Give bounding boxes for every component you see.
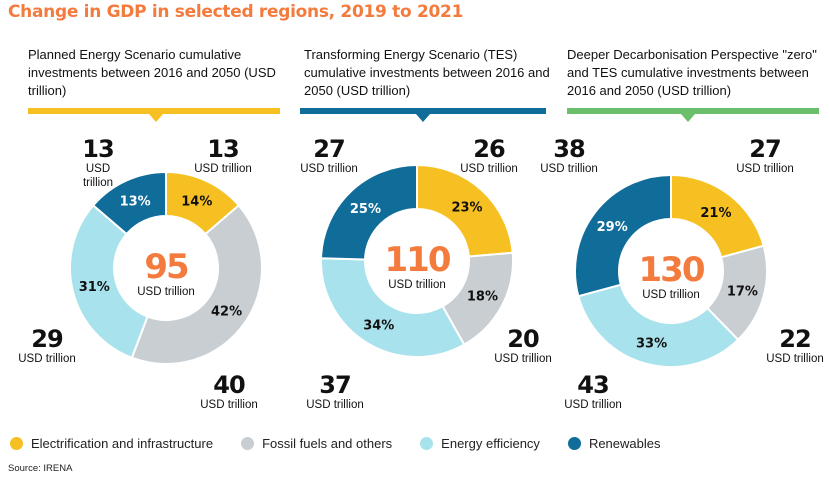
callout-value: 27 — [749, 135, 781, 163]
callout-value: 20 — [507, 325, 539, 353]
callout-unit: USD trillion — [494, 353, 552, 365]
legend-item-fossil: Fossil fuels and others — [241, 436, 392, 451]
callout-unit: USD trillion — [300, 163, 358, 175]
legend: Electrification and infrastructure Fossi… — [10, 436, 688, 451]
callout-unit: USD trillion — [18, 353, 76, 365]
callout-efficiency-2: 37 USD trillion — [304, 372, 366, 412]
callout-value: 40 — [213, 371, 245, 399]
callout-unit: USD trillion — [306, 399, 364, 411]
callout-value: 26 — [473, 135, 505, 163]
callout-electrification-1: 13 USD trillion — [192, 136, 254, 176]
donut-2-total: 110 — [385, 240, 451, 280]
callout-unit: USD trillion — [564, 399, 622, 411]
callout-value: 38 — [553, 135, 585, 163]
callout-unit: USD trillion — [460, 163, 518, 175]
callout-value: 13 — [82, 135, 114, 163]
legend-label: Fossil fuels and others — [262, 436, 393, 451]
donut-1-percent-renewables: 13% — [120, 195, 151, 210]
callout-electrification-3: 27 USD trillion — [734, 136, 796, 176]
donut-3-segment-renewables — [574, 173, 672, 298]
donut-1-segment-efficiency — [69, 203, 149, 360]
legend-item-efficiency: Energy efficiency — [420, 436, 540, 451]
donut-2-percent-electrification: 23% — [451, 200, 482, 215]
callout-value: 37 — [319, 371, 351, 399]
donut-1-percent-efficiency: 31% — [79, 280, 110, 295]
legend-swatch — [241, 437, 255, 450]
callout-unit: USD trillion — [82, 163, 114, 189]
legend-item-electrification: Electrification and infrastructure — [10, 436, 213, 451]
callout-unit: USD trillion — [194, 163, 252, 175]
donut-1-segment-fossil — [130, 203, 263, 365]
legend-swatch — [567, 437, 581, 450]
donut-1-percent-electrification: 14% — [181, 195, 212, 210]
callout-value: 29 — [31, 325, 63, 353]
callout-renewables-1: 13 USD trillion — [72, 136, 124, 190]
donut-2-segment-efficiency — [320, 257, 466, 358]
donut-3-segment-efficiency — [577, 283, 740, 368]
donut-1-segment-renewables — [91, 170, 167, 236]
legend-label: Renewables — [588, 436, 661, 451]
callout-renewables-3: 38 USD trillion — [538, 136, 600, 176]
donut-1-percent-fossil: 42% — [211, 305, 242, 320]
panel-rule-2 — [300, 108, 546, 114]
donut-2-percent-renewables: 25% — [350, 202, 381, 217]
callout-value: 22 — [779, 325, 811, 353]
donut-2-total-unit: USD trillion — [388, 279, 446, 291]
callout-electrification-2: 26 USD trillion — [458, 136, 520, 176]
panel-notch-2 — [416, 114, 430, 122]
donut-3-total-unit: USD trillion — [642, 289, 700, 301]
donut-1-total: 95 — [144, 247, 188, 287]
donut-3-total: 130 — [639, 250, 705, 290]
legend-item-renewables: Renewables — [567, 436, 661, 451]
donut-3-percent-fossil: 17% — [727, 284, 758, 299]
callout-value: 27 — [313, 135, 345, 163]
callout-value: 13 — [207, 135, 239, 163]
callout-unit: USD trillion — [766, 353, 824, 365]
panel-title-3: Deeper Decarbonisation Perspective "zero… — [567, 47, 817, 98]
donut-3-percent-efficiency: 33% — [636, 336, 667, 351]
donut-2-segment-electrification — [416, 163, 514, 258]
callout-efficiency-1: 29 USD trillion — [16, 326, 78, 366]
legend-label: Energy efficiency — [441, 436, 540, 451]
callout-fossil-2: 20 USD trillion — [492, 326, 554, 366]
source-note: Source: IRENA — [8, 463, 73, 474]
panel-title-1: Planned Energy Scenario cumulative inves… — [28, 47, 276, 98]
donut-2-percent-fossil: 18% — [467, 290, 498, 305]
donut-2-percent-efficiency: 34% — [363, 318, 394, 333]
callout-efficiency-3: 43 USD trillion — [562, 372, 624, 412]
donut-3-percent-electrification: 21% — [700, 206, 731, 221]
callout-value: 43 — [577, 371, 609, 399]
panel-notch-1 — [149, 114, 163, 122]
callout-unit: USD trillion — [540, 163, 598, 175]
chart-title: Change in GDP in selected regions, 2019 … — [8, 2, 464, 22]
legend-swatch — [10, 437, 23, 450]
legend-swatch — [420, 437, 434, 450]
callout-renewables-2: 27 USD trillion — [298, 136, 360, 176]
callout-unit: USD trillion — [200, 399, 258, 411]
panel-title-2: Transforming Energy Scenario (TES) cumul… — [304, 47, 550, 98]
donut-3-percent-renewables: 29% — [597, 220, 628, 235]
callout-unit: USD trillion — [736, 163, 794, 175]
panel-notch-3 — [681, 114, 695, 122]
donut-1-total-unit: USD trillion — [137, 286, 195, 298]
panel-rule-1 — [28, 108, 280, 114]
legend-label: Electrification and infrastructure — [31, 436, 214, 451]
panel-rule-3 — [567, 108, 819, 114]
callout-fossil-3: 22 USD trillion — [764, 326, 826, 366]
donut-2-segment-renewables — [320, 163, 418, 261]
callout-fossil-1: 40 USD trillion — [198, 372, 260, 412]
